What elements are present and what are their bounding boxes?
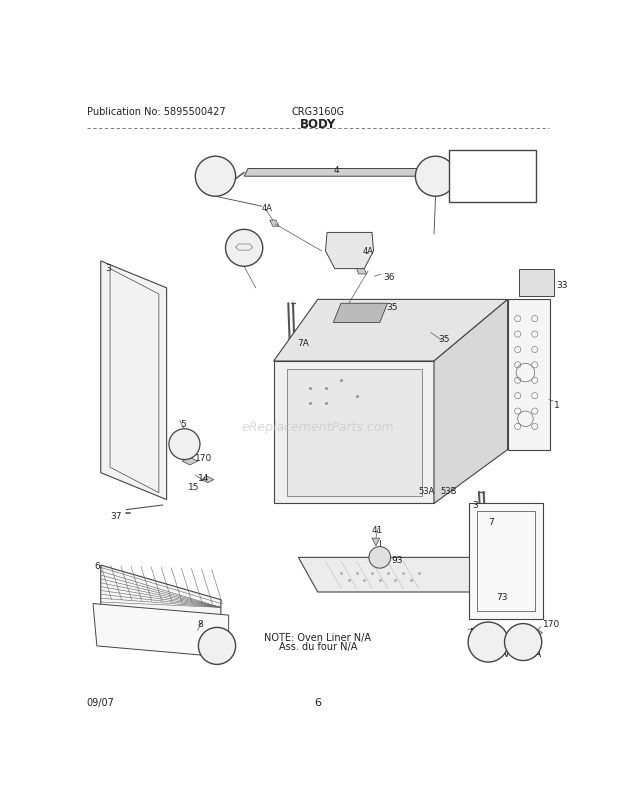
Text: 5: 5 <box>469 627 475 636</box>
Text: 7: 7 <box>489 517 494 527</box>
Text: 15: 15 <box>188 482 200 492</box>
Text: 35: 35 <box>386 302 397 311</box>
Circle shape <box>415 157 456 197</box>
Polygon shape <box>270 221 279 227</box>
Polygon shape <box>100 565 221 642</box>
Polygon shape <box>434 300 508 504</box>
Text: CRG3160G: CRG3160G <box>291 107 344 117</box>
Polygon shape <box>100 261 167 500</box>
Text: 4: 4 <box>334 165 339 175</box>
Polygon shape <box>202 477 214 483</box>
Polygon shape <box>472 626 485 633</box>
Text: BODY: BODY <box>299 118 336 131</box>
Polygon shape <box>273 300 508 362</box>
Polygon shape <box>520 269 554 296</box>
Polygon shape <box>244 169 446 177</box>
Text: 6: 6 <box>314 698 321 707</box>
Text: 37: 37 <box>110 512 122 520</box>
Polygon shape <box>355 265 366 274</box>
Text: 41: 41 <box>372 525 383 534</box>
Polygon shape <box>273 362 434 504</box>
Text: 170: 170 <box>542 619 560 628</box>
Text: T24V0087A: T24V0087A <box>485 648 541 658</box>
Polygon shape <box>372 538 379 546</box>
Circle shape <box>198 628 236 665</box>
Text: 5: 5 <box>180 419 187 428</box>
Text: 73: 73 <box>496 592 508 602</box>
Polygon shape <box>334 304 388 323</box>
Polygon shape <box>469 504 542 619</box>
Polygon shape <box>508 300 551 450</box>
Polygon shape <box>326 233 373 269</box>
Text: 43: 43 <box>212 640 222 649</box>
Text: 53A: 53A <box>418 486 435 495</box>
Text: 33: 33 <box>557 281 568 290</box>
Text: 30: 30 <box>431 171 440 180</box>
Text: 3: 3 <box>472 500 479 509</box>
Polygon shape <box>93 604 229 658</box>
Circle shape <box>505 624 542 661</box>
Text: 170: 170 <box>195 454 213 463</box>
Text: 35: 35 <box>438 334 450 343</box>
Polygon shape <box>298 557 500 592</box>
Text: 14: 14 <box>198 473 209 482</box>
Text: 6: 6 <box>94 561 100 570</box>
Text: 09/07: 09/07 <box>87 698 115 707</box>
Circle shape <box>169 429 200 460</box>
Text: Ass. du four N/A: Ass. du four N/A <box>278 641 357 650</box>
Circle shape <box>226 230 263 267</box>
Text: 3: 3 <box>105 264 111 273</box>
Text: 4A: 4A <box>363 247 374 256</box>
Text: 39: 39 <box>458 154 467 163</box>
Polygon shape <box>286 369 422 496</box>
Text: 4A: 4A <box>262 204 273 213</box>
Polygon shape <box>182 458 198 465</box>
Text: 7A: 7A <box>297 338 309 347</box>
Text: 5: 5 <box>521 636 526 645</box>
Circle shape <box>369 547 391 569</box>
Text: 5A: 5A <box>180 438 189 444</box>
Text: 49: 49 <box>239 242 249 251</box>
Text: eReplacementParts.com: eReplacementParts.com <box>241 420 394 433</box>
Text: Publication No: 5895500427: Publication No: 5895500427 <box>87 107 226 117</box>
Text: 5A: 5A <box>484 636 493 642</box>
Text: NOTE: Oven Liner N/A: NOTE: Oven Liner N/A <box>264 632 371 642</box>
Text: 36: 36 <box>384 273 395 282</box>
Text: 53B: 53B <box>440 486 457 495</box>
Polygon shape <box>529 630 542 637</box>
Text: 30A: 30A <box>208 171 223 180</box>
Text: 1: 1 <box>554 400 560 409</box>
Text: 93: 93 <box>391 555 403 565</box>
Text: 8: 8 <box>198 619 203 628</box>
Circle shape <box>468 622 508 662</box>
FancyBboxPatch shape <box>449 151 536 202</box>
Circle shape <box>195 157 236 197</box>
